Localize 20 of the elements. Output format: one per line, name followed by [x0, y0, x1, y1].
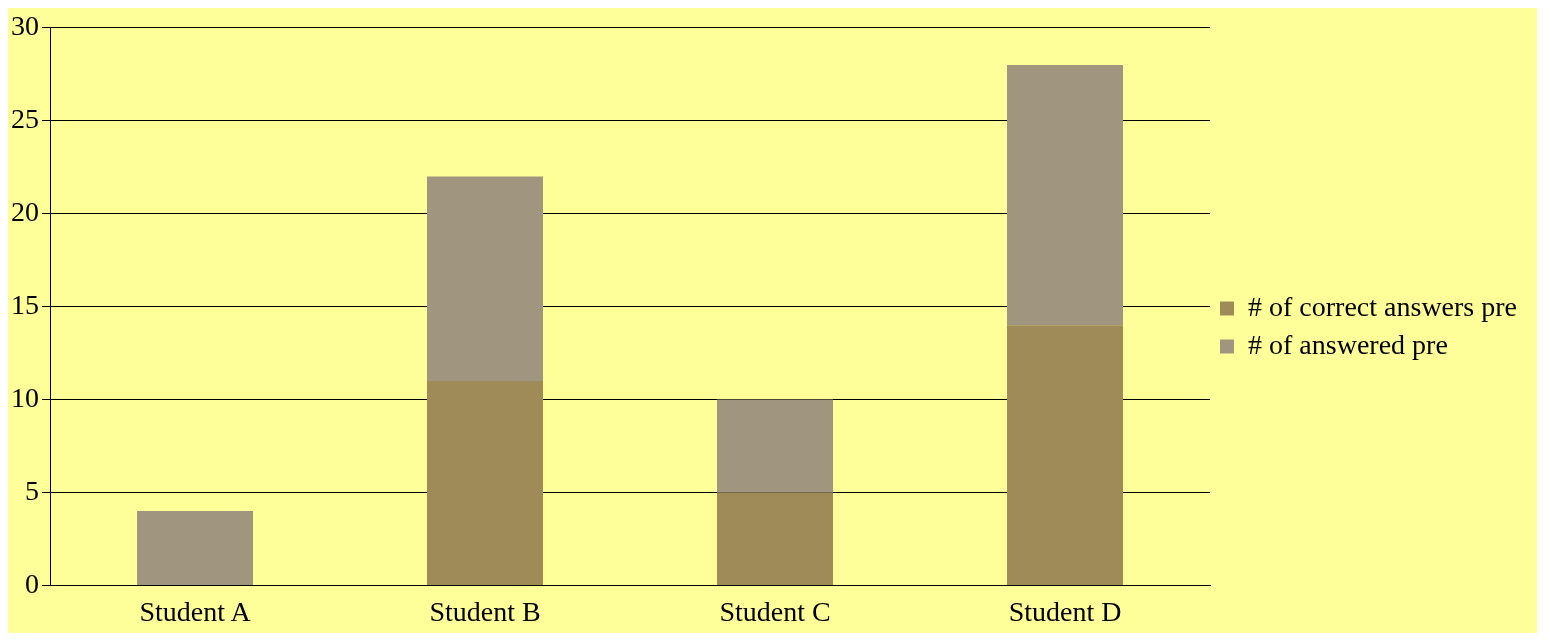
bar [427, 380, 544, 585]
legend-label: # of answered pre [1248, 328, 1448, 360]
x-tick-label: Student D [1008, 595, 1122, 627]
y-tick-label: 15 [11, 288, 39, 320]
y-tick-label: 10 [11, 381, 39, 413]
bar [717, 399, 834, 493]
y-tick-label: 20 [11, 196, 39, 228]
x-tick-label: Student B [429, 595, 541, 627]
y-tick-label: 5 [25, 474, 39, 506]
x-tick-label: Student A [139, 595, 252, 627]
bar [137, 511, 253, 585]
x-tick-label: Student C [719, 595, 831, 627]
y-tick-label: 0 [25, 567, 39, 599]
y-tick-label: 30 [11, 10, 39, 42]
bar [1007, 325, 1124, 585]
bar [427, 176, 544, 381]
bar [717, 492, 834, 585]
legend-label: # of correct answers pre [1248, 290, 1517, 322]
y-tick-label: 25 [11, 103, 39, 135]
bar [1007, 64, 1124, 326]
